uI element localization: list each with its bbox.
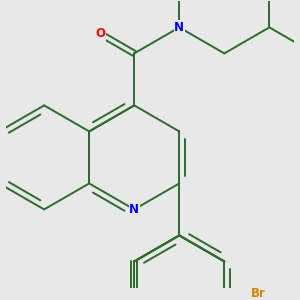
Text: N: N [174,21,184,34]
Text: N: N [129,203,139,216]
Text: Br: Br [251,287,266,300]
Text: O: O [95,27,106,40]
